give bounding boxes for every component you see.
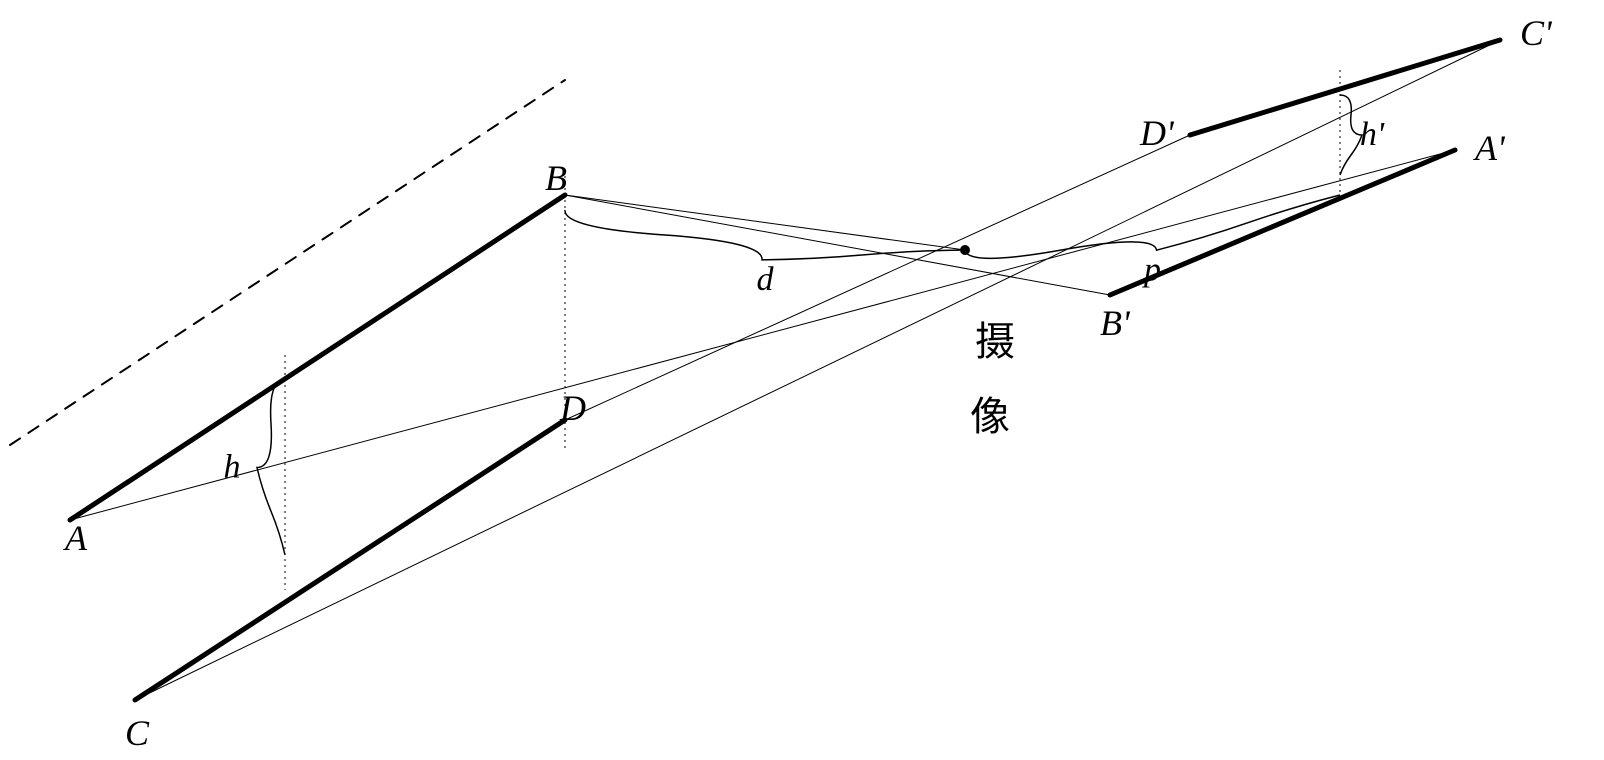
brace-label-d: d	[757, 261, 775, 298]
label-D: D	[559, 388, 586, 428]
label-Bprime: B'	[1100, 303, 1131, 343]
brace-label-hprime: h'	[1360, 116, 1385, 153]
edge-B-Bprime	[565, 195, 1110, 295]
brace-label-p: p	[1142, 252, 1161, 289]
label-Cprime: C'	[1520, 13, 1553, 53]
label-B: B	[545, 158, 567, 198]
edge-A-Aprime	[70, 150, 1455, 520]
label-C: C	[125, 713, 150, 753]
annotation-0: 摄	[975, 319, 1015, 364]
edge-C-Cprime	[135, 40, 1500, 700]
edge-Dprime-Cprime	[1190, 40, 1500, 135]
brace-d	[565, 210, 965, 260]
label-Aprime: A'	[1473, 128, 1506, 168]
diagram-canvas: d p h h' A B C D A' B' C' D' 摄像	[0, 0, 1604, 760]
edge-C-D	[135, 420, 565, 700]
edge-Bprime-Aprime	[1110, 150, 1455, 295]
edge-dash1a-dash1b	[10, 80, 565, 445]
brace-hprime	[1340, 95, 1362, 175]
label-Dprime: D'	[1139, 113, 1175, 153]
annotation-1: 像	[970, 394, 1010, 439]
brace-label-h: h	[224, 449, 241, 486]
edge-B-O	[565, 195, 965, 250]
edge-D-Dprime	[565, 135, 1190, 420]
brace-p	[965, 195, 1340, 258]
brace-h	[257, 380, 285, 555]
label-A: A	[63, 518, 88, 558]
